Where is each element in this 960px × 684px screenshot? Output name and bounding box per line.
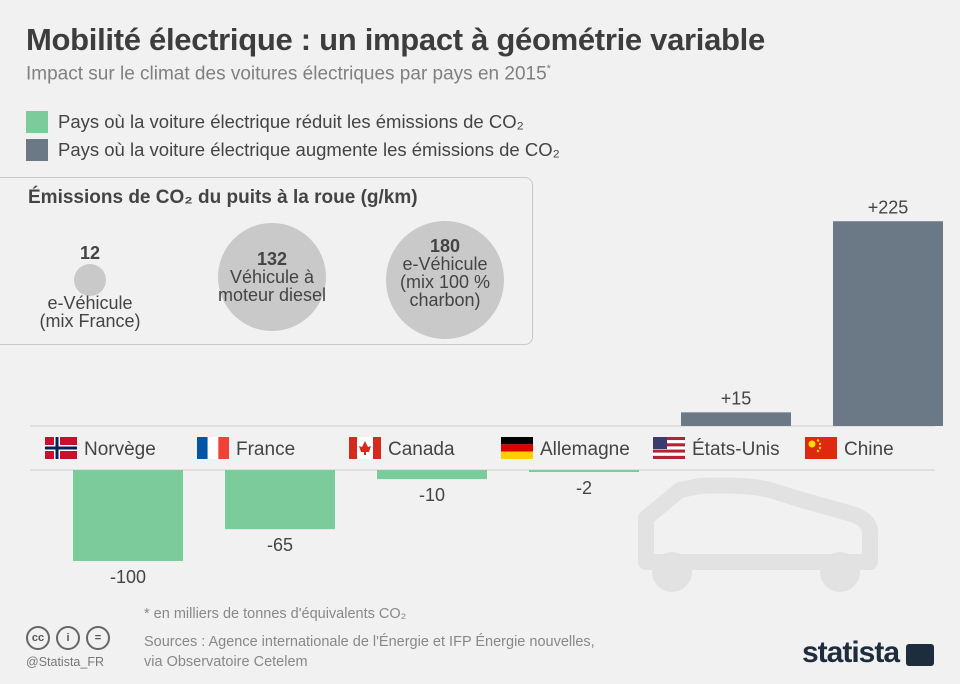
flag-china-icon [805, 437, 837, 459]
inset-item-2: 132 Véhicule à moteur diesel [192, 250, 352, 304]
circle-medium [218, 223, 326, 331]
inset-label-2b: moteur diesel [217, 285, 327, 305]
inset-label-1a: e-Véhicule [47, 293, 133, 313]
circle-large [386, 221, 504, 339]
inset-item-1: 12 e-Véhicule (mix France) [10, 244, 170, 330]
inset-label-1b: (mix France) [39, 311, 141, 331]
bar-allemagne [529, 470, 639, 472]
attribution-icon: i [56, 626, 80, 650]
data-label-etats-unis: +15 [721, 388, 752, 408]
data-label-chine: +225 [868, 197, 909, 217]
flag-usa-icon [653, 437, 685, 459]
data-label-norvege: -100 [110, 567, 146, 587]
legend: Pays où la voiture électrique réduit les… [26, 108, 560, 164]
license-icons: cc i = [26, 626, 110, 650]
inset-item-3: 180 e-Véhicule (mix 100 % charbon) [365, 237, 525, 309]
category-label-etats-unis: États-Unis [692, 439, 780, 460]
category-label-france: France [236, 439, 295, 460]
data-label-allemagne: -2 [576, 478, 592, 498]
inset-value-2: 132 [256, 249, 288, 269]
footnote: * en milliers de tonnes d'équivalents CO… [144, 606, 407, 622]
cc-icon: cc [26, 626, 50, 650]
inset-label-2a: Véhicule à [229, 267, 315, 287]
inset-title: Émissions de CO₂ du puits à la roue (g/k… [28, 187, 418, 208]
car-silhouette-icon [638, 477, 878, 592]
legend-label-reduces: Pays où la voiture électrique réduit les… [58, 111, 524, 132]
category-label-chine: Chine [844, 439, 894, 460]
legend-item-increases: Pays où la voiture électrique augmente l… [26, 136, 560, 164]
legend-swatch-gray [26, 139, 48, 161]
inset-label-3a: e-Véhicule [402, 254, 488, 274]
inset-value-1: 12 [79, 243, 101, 263]
flag-canada-icon [349, 437, 381, 459]
data-label-canada: -10 [419, 485, 445, 505]
bar-chine [833, 221, 943, 426]
legend-item-reduces: Pays où la voiture électrique réduit les… [26, 108, 560, 136]
sources-line-2: via Observatoire Cetelem [144, 654, 308, 670]
page-title: Mobilité électrique : un impact à géomét… [26, 22, 765, 57]
flag-france-icon [197, 437, 229, 459]
statista-logo: statista [802, 636, 900, 669]
category-label-norvege: Norvège [84, 439, 156, 460]
legend-label-increases: Pays où la voiture électrique augmente l… [58, 139, 560, 160]
twitter-handle: @Statista_FR [26, 655, 104, 669]
inset-value-3: 180 [429, 236, 461, 256]
statista-logo-icon [906, 644, 934, 666]
subtitle: Impact sur le climat des voitures électr… [26, 63, 551, 85]
flag-norway-icon [45, 437, 77, 459]
inset-label-3b: (mix 100 % [399, 272, 491, 292]
inset-label-3c: charbon) [409, 290, 481, 310]
bar-france [225, 470, 335, 530]
bar-etats-unis [681, 412, 791, 426]
bar-norvege [73, 470, 183, 561]
category-label-allemagne: Allemagne [540, 439, 630, 460]
legend-swatch-green [26, 111, 48, 133]
no-derivatives-icon: = [86, 626, 110, 650]
category-label-canada: Canada [388, 439, 455, 460]
bar-canada [377, 470, 487, 480]
data-label-france: -65 [267, 535, 293, 555]
sources: Sources : Agence internationale de l'Éne… [144, 632, 595, 672]
sources-line-1: Sources : Agence internationale de l'Éne… [144, 634, 595, 650]
circle-small [74, 264, 106, 296]
flag-germany-icon [501, 437, 533, 459]
